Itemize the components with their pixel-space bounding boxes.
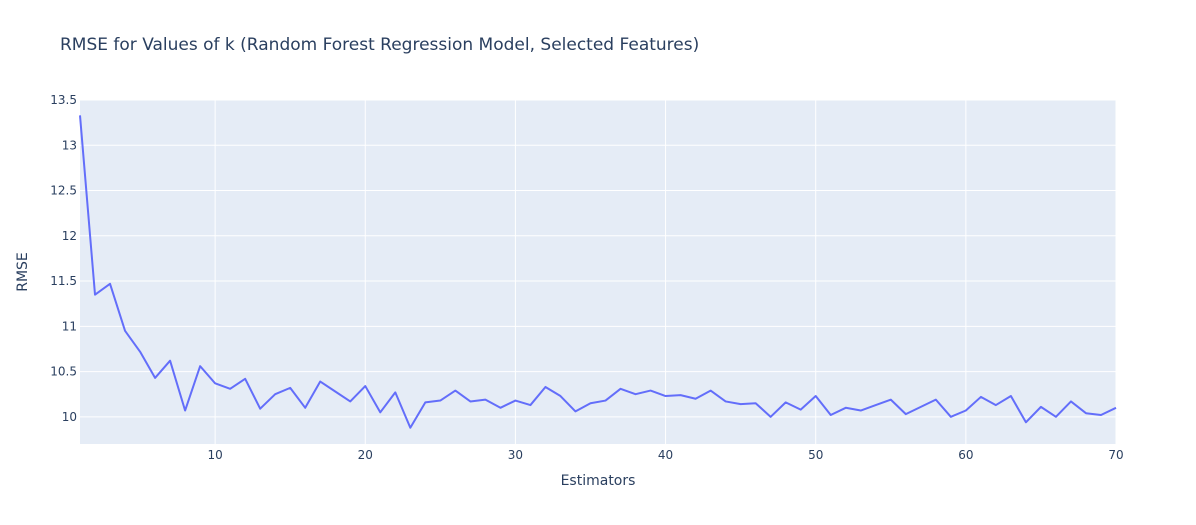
data-point[interactable] (872, 401, 880, 409)
y-tick-label: 10 (62, 410, 77, 424)
chart-title: RMSE for Values of k (Random Forest Regr… (60, 35, 699, 55)
data-point[interactable] (181, 407, 189, 415)
x-tick-labels: 10 20 30 40 50 60 70 (207, 448, 1123, 462)
data-point[interactable] (887, 396, 895, 404)
data-point[interactable] (256, 405, 264, 413)
data-point[interactable] (977, 393, 985, 401)
series-line-rmse (79, 115, 1117, 429)
data-point[interactable] (812, 392, 820, 400)
data-point[interactable] (151, 374, 159, 382)
x-tick-label: 40 (658, 448, 673, 462)
data-point[interactable] (1112, 404, 1120, 412)
data-point[interactable] (211, 379, 219, 387)
data-point[interactable] (662, 392, 670, 400)
series-layer (76, 111, 1120, 432)
data-point[interactable] (166, 357, 174, 365)
data-point[interactable] (1007, 392, 1015, 400)
x-tick-label: 10 (207, 448, 222, 462)
data-point[interactable] (932, 396, 940, 404)
data-point[interactable] (196, 362, 204, 370)
data-point[interactable] (1067, 397, 1075, 405)
data-point[interactable] (857, 407, 865, 415)
data-point[interactable] (226, 385, 234, 393)
data-point[interactable] (496, 404, 504, 412)
y-tick-labels: 10 10.5 11 11.5 12 12.5 13 13.5 (50, 93, 77, 424)
x-gridlines (214, 100, 1117, 444)
data-point[interactable] (436, 397, 444, 405)
data-point[interactable] (992, 401, 1000, 409)
data-point[interactable] (136, 348, 144, 356)
data-point[interactable] (737, 400, 745, 408)
data-point[interactable] (331, 387, 339, 395)
data-point[interactable] (677, 391, 685, 399)
plot-area (80, 100, 1116, 444)
data-point[interactable] (1082, 409, 1090, 417)
data-point[interactable] (406, 424, 414, 432)
y-axis-title: RMSE (15, 252, 31, 292)
x-tick-label: 50 (808, 448, 823, 462)
data-point[interactable] (91, 291, 99, 299)
data-point[interactable] (632, 390, 640, 398)
y-tick-label: 13 (62, 138, 77, 152)
data-point[interactable] (647, 387, 655, 395)
y-tick-label: 13.5 (50, 93, 77, 107)
y-tick-label: 11 (62, 319, 77, 333)
data-point[interactable] (556, 392, 564, 400)
data-point[interactable] (1022, 418, 1030, 426)
data-point[interactable] (346, 397, 354, 405)
data-point[interactable] (121, 327, 129, 335)
data-point[interactable] (752, 399, 760, 407)
data-point[interactable] (722, 397, 730, 405)
data-point[interactable] (451, 387, 459, 395)
data-point[interactable] (391, 388, 399, 396)
data-point[interactable] (947, 413, 955, 421)
data-point[interactable] (286, 384, 294, 392)
data-point[interactable] (1097, 411, 1105, 419)
data-point[interactable] (76, 111, 84, 119)
data-point[interactable] (962, 407, 970, 415)
x-tick-label: 70 (1108, 448, 1123, 462)
data-point[interactable] (421, 398, 429, 406)
data-point[interactable] (316, 378, 324, 386)
data-point[interactable] (571, 407, 579, 415)
data-point[interactable] (842, 404, 850, 412)
data-point[interactable] (707, 387, 715, 395)
x-tick-label: 30 (508, 448, 523, 462)
data-point[interactable] (241, 375, 249, 383)
x-axis-title: Estimators (561, 473, 636, 489)
data-point[interactable] (586, 399, 594, 407)
data-point[interactable] (917, 403, 925, 411)
data-point[interactable] (481, 396, 489, 404)
data-point[interactable] (361, 382, 369, 390)
data-point[interactable] (271, 390, 279, 398)
data-point[interactable] (767, 413, 775, 421)
data-point[interactable] (827, 411, 835, 419)
data-point[interactable] (466, 397, 474, 405)
x-tick-label: 20 (358, 448, 373, 462)
y-gridlines (80, 99, 1116, 418)
data-point[interactable] (106, 280, 114, 288)
data-point[interactable] (541, 383, 549, 391)
data-point[interactable] (782, 398, 790, 406)
y-tick-label: 11.5 (50, 274, 77, 288)
data-point[interactable] (617, 385, 625, 393)
y-tick-label: 12 (62, 229, 77, 243)
data-point[interactable] (1037, 403, 1045, 411)
y-tick-label: 12.5 (50, 184, 77, 198)
data-point[interactable] (797, 406, 805, 414)
data-point[interactable] (902, 410, 910, 418)
data-point[interactable] (692, 395, 700, 403)
data-point[interactable] (1052, 413, 1060, 421)
y-tick-label: 10.5 (50, 365, 77, 379)
x-tick-label: 60 (958, 448, 973, 462)
data-point[interactable] (376, 408, 384, 416)
data-point[interactable] (526, 401, 534, 409)
data-point[interactable] (301, 404, 309, 412)
data-point[interactable] (602, 397, 610, 405)
data-point[interactable] (511, 397, 519, 405)
